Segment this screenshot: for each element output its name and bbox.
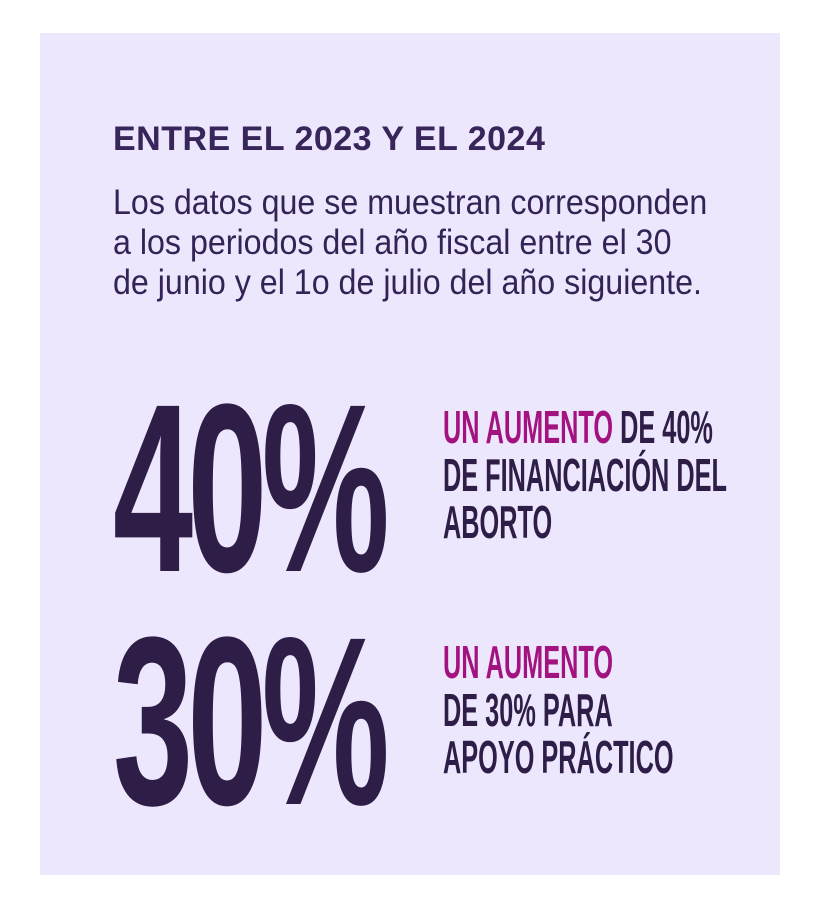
stat-caption-30-line-2: DE 30% PARA (443, 683, 613, 736)
intro-line-1: Los datos que se muestran corresponden (113, 183, 708, 222)
stat-caption-40-line-1-rest: DE 40% (613, 401, 713, 453)
intro-line-3: de junio y el 1o de julio del año siguie… (113, 263, 702, 302)
stat-caption-40-percent: UN AUMENTO DE 40% DE FINANCIACIÓN DEL AB… (443, 401, 727, 548)
stat-value-40-percent: 40% (113, 354, 390, 622)
stat-caption-30-accent-text: UN AUMENTO (443, 636, 614, 688)
stat-value-30-percent: 30% (113, 587, 390, 855)
stat-caption-30-line-1: UN AUMENTO (443, 636, 674, 688)
stat-card: ENTRE EL 2023 Y EL 2024 Los datos que se… (40, 33, 780, 875)
stat-caption-40-line-2: DE FINANCIACIÓN DEL (443, 448, 727, 501)
stat-caption-30-percent: UN AUMENTO DE 30% PARA APOYO PRÁCTICO (443, 636, 674, 783)
intro-paragraph: Los datos que se muestran corresponden a… (113, 183, 707, 303)
stat-caption-40-line-1: UN AUMENTO DE 40% (443, 401, 727, 453)
stat-caption-40-line-3: ABORTO (443, 496, 553, 548)
intro-line-2: a los periodos del año fiscal entre el 3… (113, 223, 672, 262)
stat-caption-40-accent-text: UN AUMENTO (443, 401, 614, 453)
stat-caption-30-line-3: APOYO PRÁCTICO (443, 731, 674, 783)
section-heading: ENTRE EL 2023 Y EL 2024 (113, 120, 546, 158)
